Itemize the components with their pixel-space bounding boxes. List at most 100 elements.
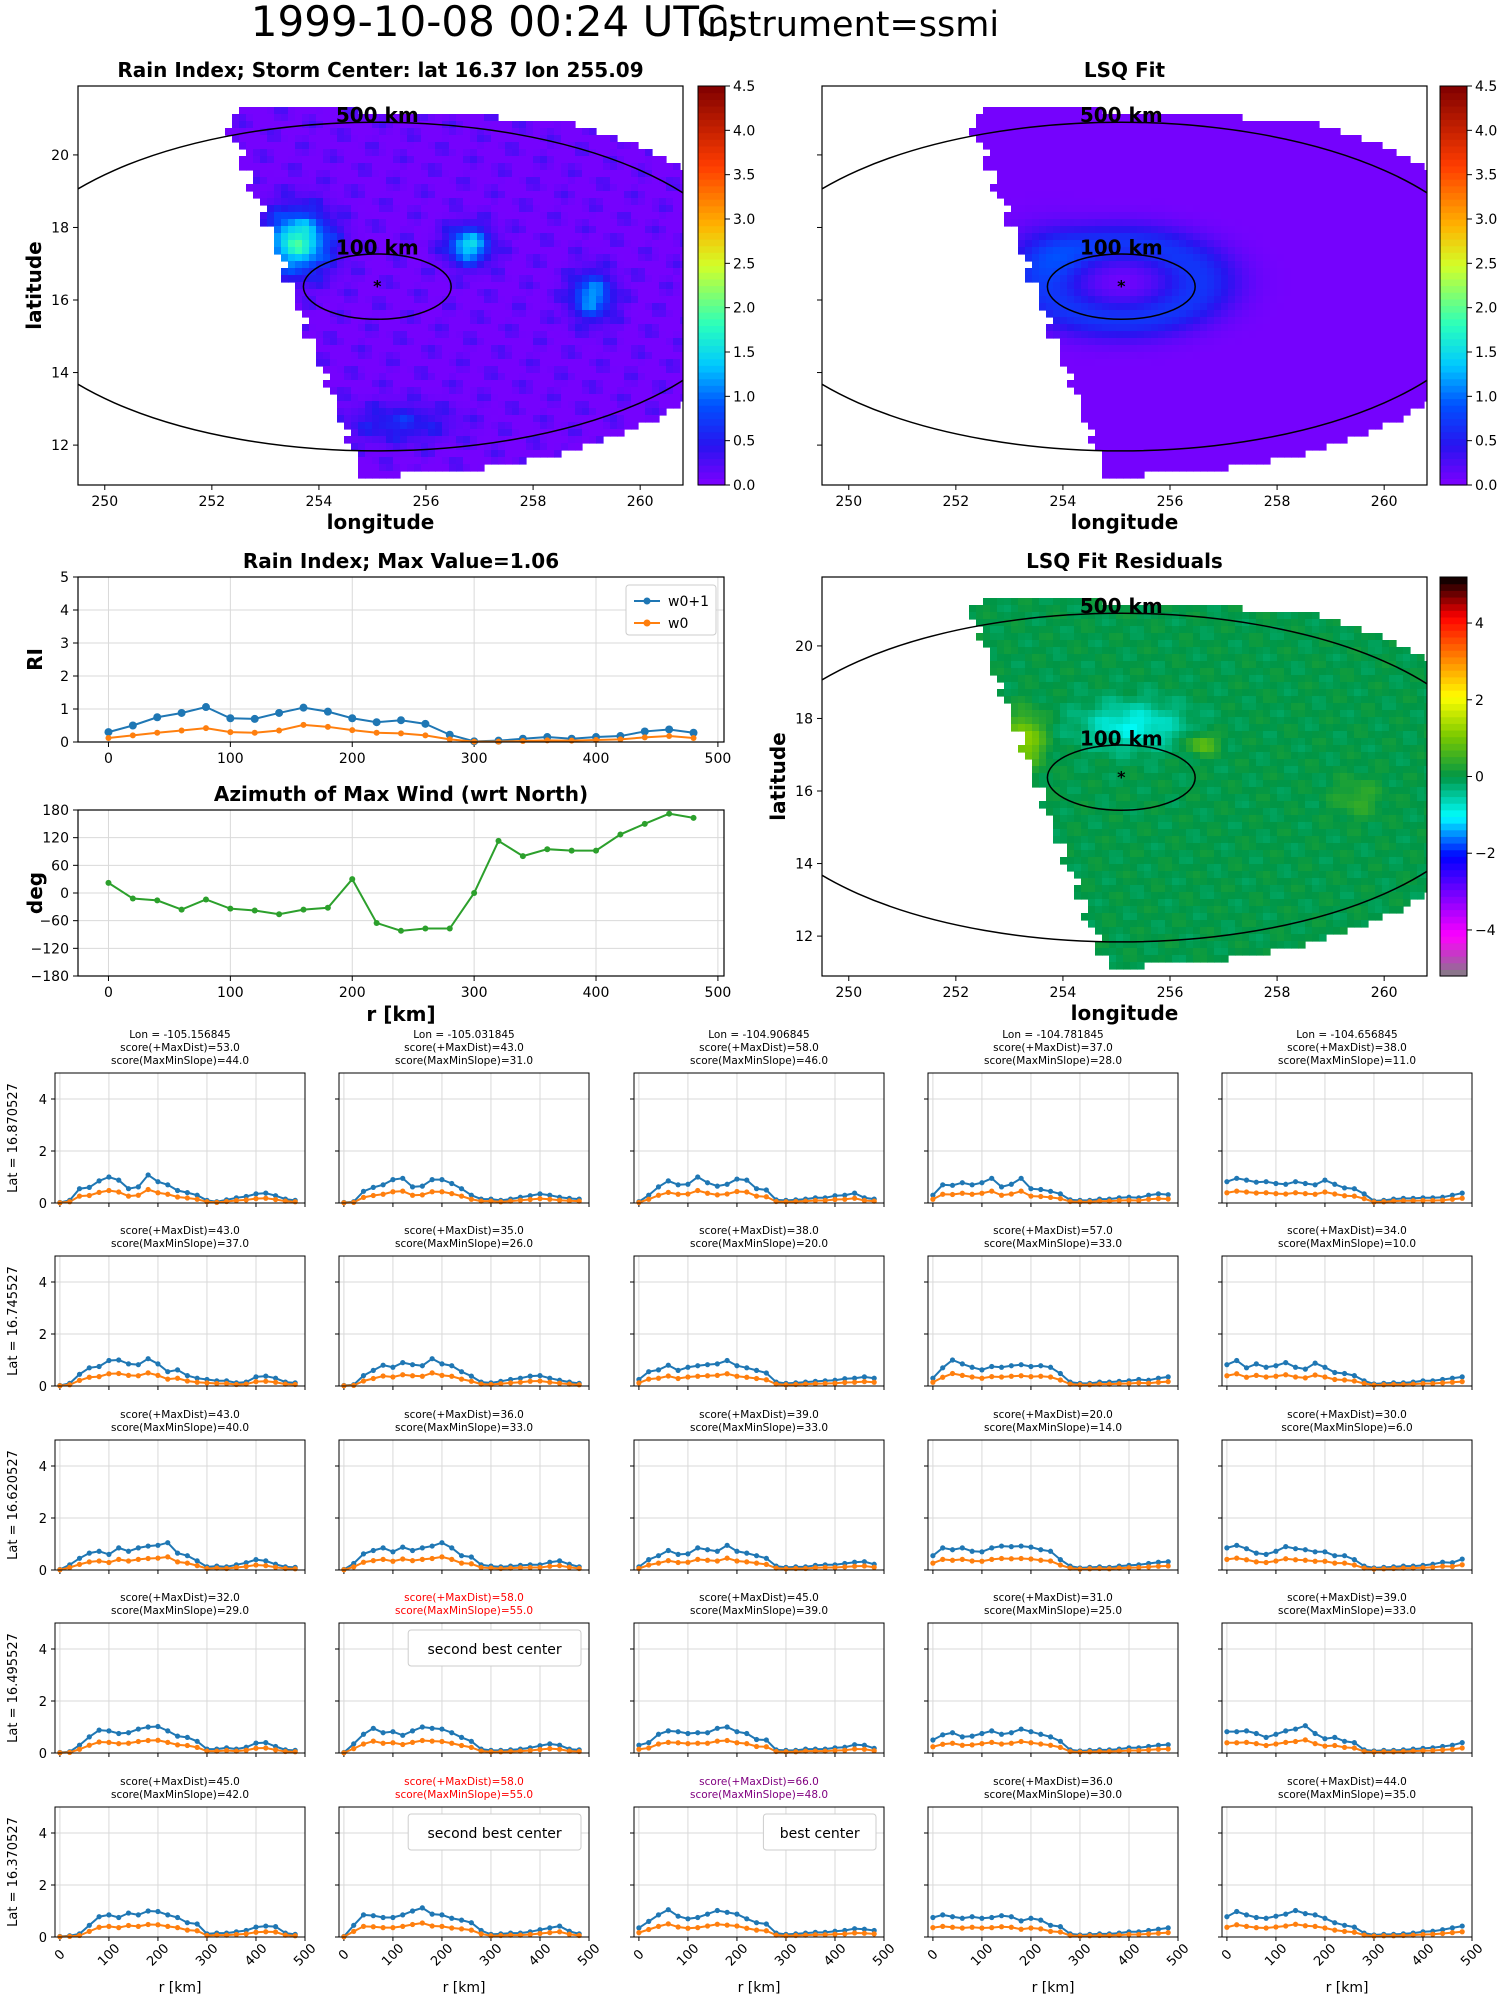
rain-cell	[407, 198, 415, 206]
rain-cell	[393, 373, 401, 381]
lsq-cell	[1235, 254, 1243, 262]
lsq-cell	[1270, 366, 1278, 374]
rain-cell	[582, 240, 590, 248]
lsq-cell	[1116, 191, 1124, 199]
rain-cell	[680, 387, 683, 395]
rain-cell	[463, 296, 471, 304]
rain-cell	[421, 331, 429, 339]
lsq-cell	[1410, 184, 1418, 192]
lsq-cell	[1361, 338, 1369, 346]
rain-cell	[610, 205, 618, 213]
rain-cell	[512, 121, 520, 129]
rain-cell	[323, 303, 331, 311]
lsq-cell	[1354, 163, 1362, 171]
rain-cell	[330, 324, 338, 332]
rain-cell	[337, 184, 345, 192]
lsq-cell	[1200, 282, 1208, 290]
lsq-cell	[1410, 247, 1418, 255]
rain-cell	[421, 205, 429, 213]
rain-cell	[372, 436, 380, 444]
rain-cell	[449, 135, 457, 143]
rain-cell	[379, 128, 387, 136]
lsq-cell	[1060, 219, 1068, 227]
rain-cell	[519, 436, 527, 444]
lsq-cell	[1249, 366, 1257, 374]
lsq-cell	[1221, 352, 1229, 360]
rain-colorbar-band	[698, 338, 725, 346]
rain-cell	[421, 443, 429, 451]
lsq-cell	[1186, 275, 1194, 283]
rain-cell	[652, 254, 660, 262]
lsq-cell	[1375, 289, 1383, 297]
lsq-cell	[1389, 317, 1397, 325]
lsq-cell	[1179, 198, 1187, 206]
rain-cell	[414, 366, 422, 374]
rain-cell	[365, 128, 373, 136]
lsq-cell	[1368, 198, 1376, 206]
lsq-cell	[1249, 261, 1257, 269]
rain-cell	[393, 443, 401, 451]
rain-cell	[540, 296, 548, 304]
rain-cell	[274, 219, 282, 227]
lsq-cell	[1228, 205, 1236, 213]
rain-cell	[316, 191, 324, 199]
lsq-cell	[1228, 303, 1236, 311]
lsq-cell	[1102, 289, 1110, 297]
lsq-cell	[1172, 121, 1180, 129]
lsq-cell	[1144, 366, 1152, 374]
rain-cell	[540, 240, 548, 248]
lsq-cell	[1319, 331, 1327, 339]
lsq-cell	[1305, 317, 1313, 325]
lsq-cell	[1144, 324, 1152, 332]
lsq-cell	[1312, 191, 1320, 199]
rain-cell	[519, 121, 527, 129]
lsq-cell	[1340, 142, 1348, 150]
rain-cell	[603, 282, 611, 290]
lsq-cell	[1340, 233, 1348, 241]
rain-cell	[253, 107, 261, 115]
lsq-cell	[1130, 338, 1138, 346]
lsq-cell	[1333, 310, 1341, 318]
lsq-cell	[1242, 261, 1250, 269]
lsq-cell	[1221, 338, 1229, 346]
rain-cell	[463, 324, 471, 332]
lsq-cell	[1410, 170, 1418, 178]
rain-cell	[526, 184, 534, 192]
lsq-cell	[1375, 233, 1383, 241]
rain-cell	[505, 128, 513, 136]
rain-cell	[596, 436, 604, 444]
rain-cell	[484, 331, 492, 339]
lsq-cell	[1123, 366, 1131, 374]
lsq-cell	[1361, 226, 1369, 234]
rain-cell	[673, 268, 681, 276]
rain-cell	[561, 289, 569, 297]
lsq-cell	[1312, 366, 1320, 374]
rain-cell	[561, 247, 569, 255]
rain-cell	[624, 401, 632, 409]
rain-cell	[330, 107, 338, 115]
lsq-cell	[1256, 261, 1264, 269]
lsq-cell	[1109, 198, 1117, 206]
rain-cell	[414, 380, 422, 388]
lsq-cell	[1417, 254, 1425, 262]
lsq-cell	[1081, 212, 1089, 220]
lsq-cell	[1417, 212, 1425, 220]
rain-cell	[428, 240, 436, 248]
lsq-cell	[1410, 275, 1418, 283]
lsq-cell	[1319, 219, 1327, 227]
rain-cell	[470, 128, 478, 136]
lsq-cell	[1256, 135, 1264, 143]
rain-cell	[470, 380, 478, 388]
lsq-cell	[1102, 254, 1110, 262]
lsq-cell	[1137, 163, 1145, 171]
lsq-cell	[1249, 373, 1257, 381]
lsq-cell	[1410, 219, 1418, 227]
rain-cell	[645, 373, 653, 381]
lsq-cell	[1130, 135, 1138, 143]
lsq-cell	[1088, 121, 1096, 129]
lsq-cell	[1305, 310, 1313, 318]
rain-cell	[617, 352, 625, 360]
lsq-cell	[1081, 198, 1089, 206]
rain-cell	[491, 247, 499, 255]
lsq-cell	[1067, 233, 1075, 241]
